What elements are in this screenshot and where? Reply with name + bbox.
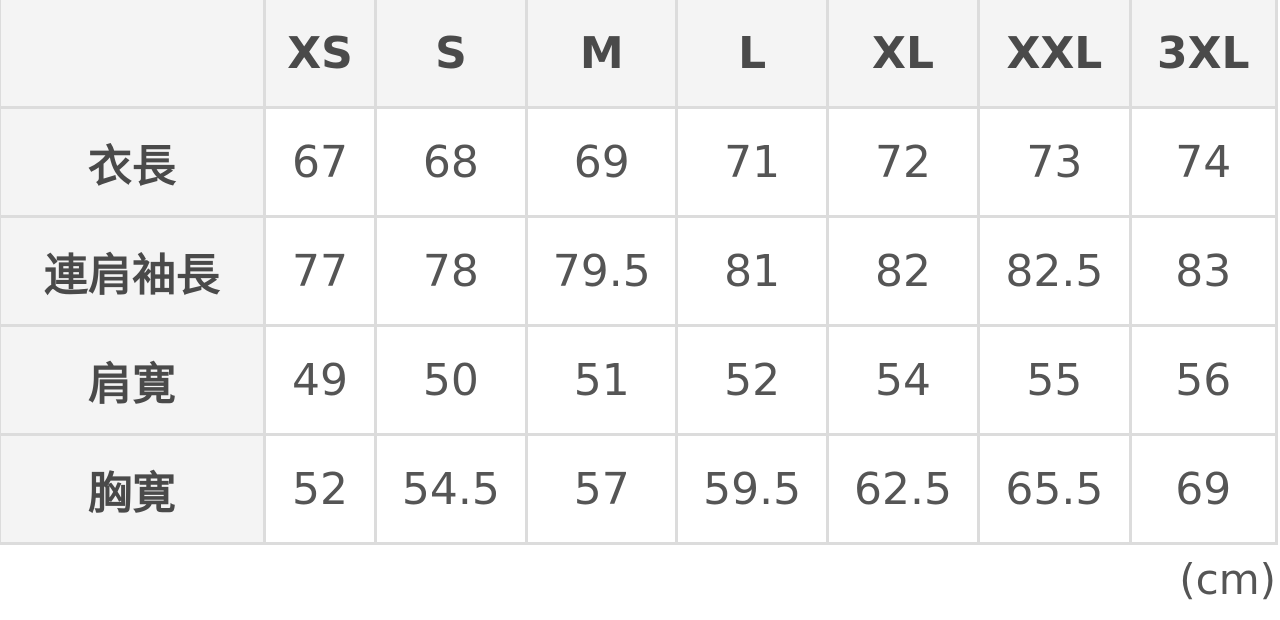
table-cell: 59.5 — [675, 433, 829, 545]
table-cell: 73 — [977, 106, 1132, 218]
header-row: XS S M L XL XXL 3XL — [0, 0, 1279, 109]
table-cell: 52 — [675, 324, 829, 436]
table-row: 肩寛 49 50 51 52 54 55 56 — [0, 324, 1279, 436]
table-cell: 51 — [525, 324, 679, 436]
table-cell: 74 — [1128, 106, 1279, 218]
table-cell: 56 — [1128, 324, 1279, 436]
table-cell: 54 — [825, 324, 981, 436]
table-cell: 49 — [263, 324, 377, 436]
table-cell: 57 — [525, 433, 679, 545]
table-cell: 82 — [825, 215, 981, 327]
column-header: XXL — [977, 0, 1132, 109]
table-row: 衣長 67 68 69 71 72 73 74 — [0, 106, 1279, 218]
row-header: 胸寛 — [0, 433, 267, 545]
column-header: 3XL — [1128, 0, 1279, 109]
row-header: 連肩袖長 — [0, 215, 267, 327]
size-chart-table: XS S M L XL XXL 3XL 衣長 67 68 69 71 72 73 74 連肩袖長 77 78 79.… — [0, 0, 1279, 545]
table-cell: 69 — [1128, 433, 1279, 545]
table-cell: 79.5 — [525, 215, 679, 327]
table-cell: 67 — [263, 106, 377, 218]
column-header: L — [675, 0, 829, 109]
unit-label: (cm) — [1179, 555, 1276, 604]
table-cell: 78 — [373, 215, 529, 327]
column-header: XL — [825, 0, 981, 109]
table-cell: 54.5 — [373, 433, 529, 545]
table-cell: 77 — [263, 215, 377, 327]
table-row: 連肩袖長 77 78 79.5 81 82 82.5 83 — [0, 215, 1279, 327]
column-header: S — [373, 0, 529, 109]
table-cell: 82.5 — [977, 215, 1132, 327]
column-header — [0, 0, 267, 109]
table-cell: 62.5 — [825, 433, 981, 545]
table-cell: 72 — [825, 106, 981, 218]
table-cell: 69 — [525, 106, 679, 218]
table-cell: 55 — [977, 324, 1132, 436]
table-cell: 71 — [675, 106, 829, 218]
table-cell: 50 — [373, 324, 529, 436]
table-cell: 52 — [263, 433, 377, 545]
row-header: 衣長 — [0, 106, 267, 218]
table-cell: 83 — [1128, 215, 1279, 327]
row-header: 肩寛 — [0, 324, 267, 436]
table-cell: 68 — [373, 106, 529, 218]
table-cell: 65.5 — [977, 433, 1132, 545]
column-header: M — [525, 0, 679, 109]
column-header: XS — [263, 0, 377, 109]
table-cell: 81 — [675, 215, 829, 327]
table-row: 胸寛 52 54.5 57 59.5 62.5 65.5 69 — [0, 433, 1279, 545]
